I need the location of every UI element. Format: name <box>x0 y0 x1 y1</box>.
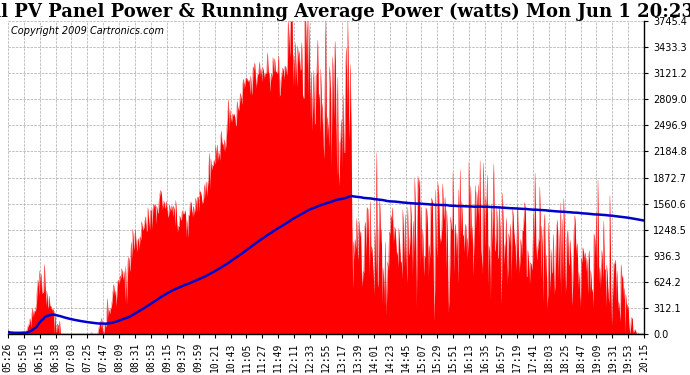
Text: Copyright 2009 Cartronics.com: Copyright 2009 Cartronics.com <box>11 26 164 36</box>
Title: Total PV Panel Power & Running Average Power (watts) Mon Jun 1 20:23: Total PV Panel Power & Running Average P… <box>0 3 690 21</box>
